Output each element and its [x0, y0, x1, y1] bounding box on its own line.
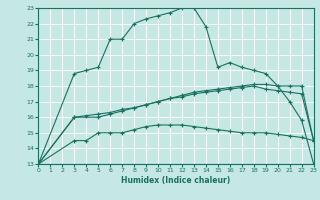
X-axis label: Humidex (Indice chaleur): Humidex (Indice chaleur) — [121, 176, 231, 185]
